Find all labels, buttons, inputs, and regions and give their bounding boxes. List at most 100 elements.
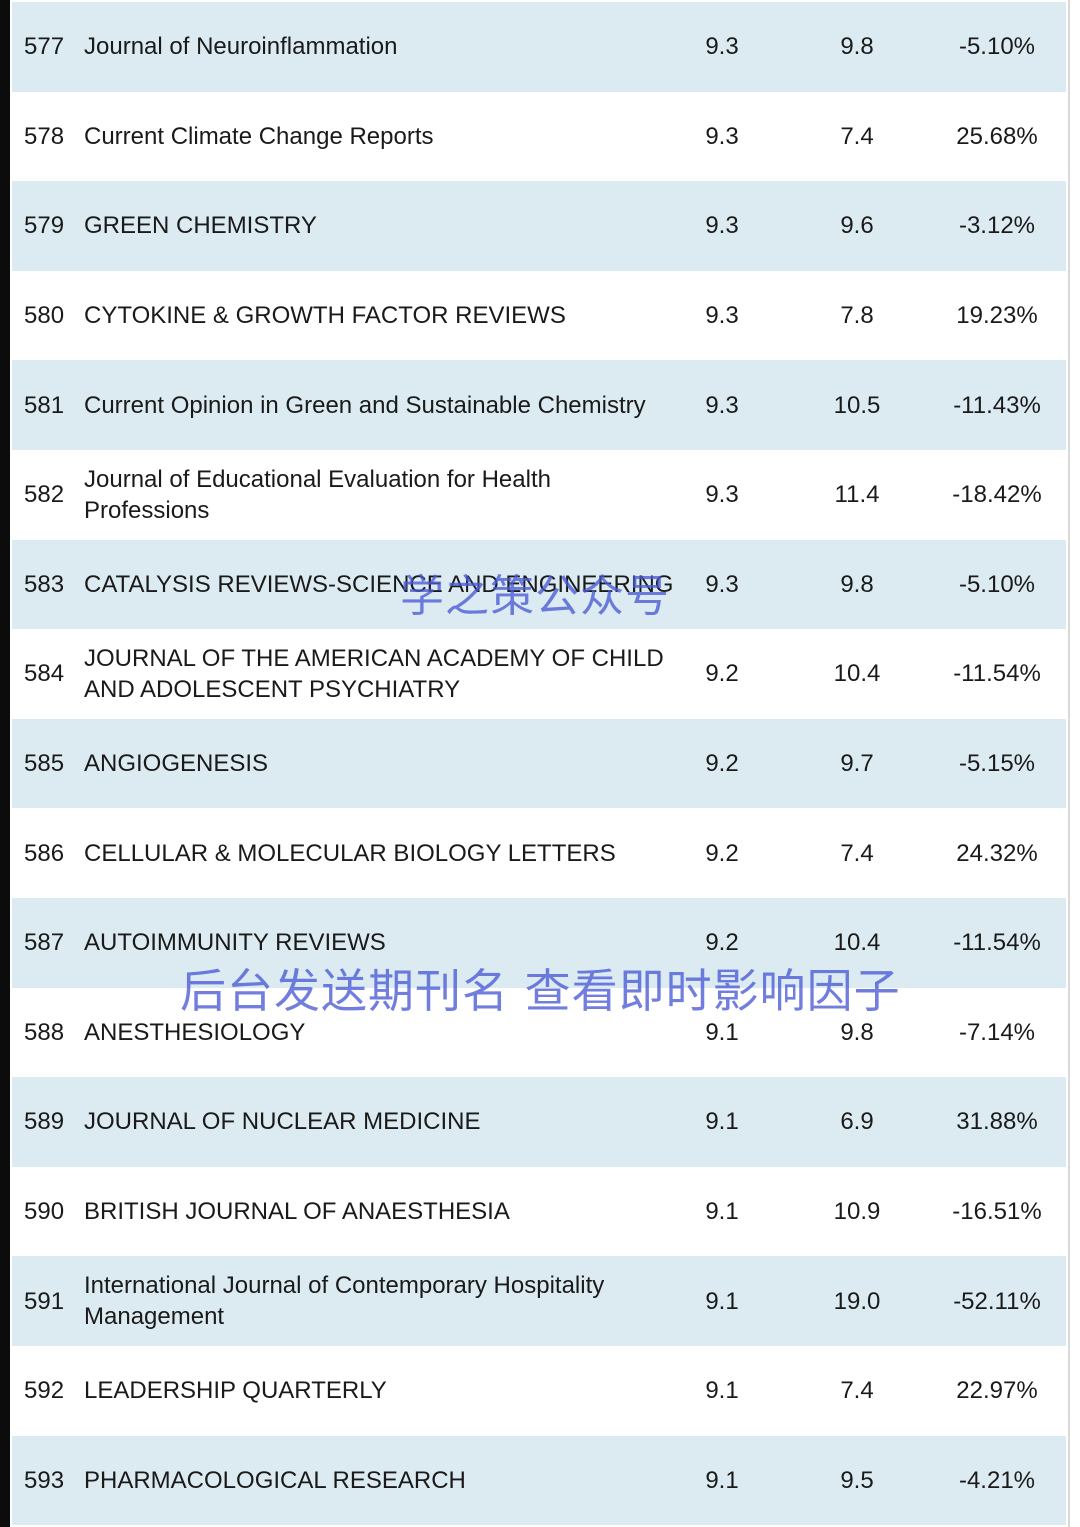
rank-cell: 592 [24, 1377, 65, 1405]
left-border [0, 0, 10, 1527]
value1-cell: 9.3 [705, 122, 739, 150]
journal-name-cell: CELLULAR & MOLECULAR BIOLOGY LETTERS [84, 839, 616, 867]
table-row: 589 JOURNAL OF NUCLEAR MEDICINE 9.1 6.9 … [12, 1077, 1066, 1167]
change-cell: -5.10% [958, 33, 1036, 61]
value2-cell: 9.8 [840, 570, 874, 598]
change-cell: -4.21% [958, 1466, 1036, 1494]
rank-cell: 581 [24, 391, 65, 419]
change-cell: -11.54% [953, 929, 1041, 957]
journal-name-cell: JOURNAL OF NUCLEAR MEDICINE [84, 1108, 481, 1136]
value2-cell: 19.0 [833, 1287, 881, 1315]
rank-cell: 588 [24, 1018, 65, 1046]
table-row: 587 AUTOIMMUNITY REVIEWS 9.2 10.4 -11.54… [12, 897, 1066, 988]
value1-cell: 9.3 [705, 302, 739, 330]
value2-cell: 7.4 [840, 1377, 874, 1405]
change-cell: 22.97% [956, 1377, 1038, 1405]
table-row: 579 GREEN CHEMISTRY 9.3 9.6 -3.12% [12, 181, 1066, 271]
value2-cell: 7.8 [840, 302, 874, 330]
value2-cell: 7.4 [840, 122, 874, 150]
journal-name-cell: International Journal of Contemporary Ho… [84, 1272, 605, 1331]
table-row: 586 CELLULAR & MOLECULAR BIOLOGY LETTERS… [12, 808, 1066, 898]
journal-name-cell: PHARMACOLOGICAL RESEARCH [84, 1466, 466, 1494]
value1-cell: 9.2 [705, 929, 739, 957]
table-row: 591 International Journal of Contemporar… [12, 1256, 1066, 1346]
value1-cell: 9.3 [705, 391, 739, 419]
change-cell: -11.43% [953, 391, 1041, 419]
value2-cell: 7.4 [840, 839, 874, 867]
rank-cell: 579 [24, 212, 65, 240]
value1-cell: 9.3 [705, 570, 739, 598]
table-row: 585 ANGIOGENESIS 9.2 9.7 -5.15% [12, 718, 1066, 809]
change-cell: -18.42% [952, 481, 1042, 509]
change-cell: -5.10% [958, 570, 1036, 598]
change-cell: -5.15% [958, 750, 1036, 778]
rank-cell: 580 [24, 302, 65, 330]
value2-cell: 11.4 [834, 481, 880, 509]
change-cell: -7.14% [958, 1018, 1036, 1046]
change-cell: 19.23% [956, 302, 1038, 330]
journal-name-cell: ANESTHESIOLOGY [84, 1018, 306, 1046]
change-cell: 24.32% [956, 839, 1038, 867]
change-cell: -3.12% [958, 212, 1036, 240]
value2-cell: 6.9 [840, 1108, 874, 1136]
rank-cell: 590 [24, 1198, 65, 1226]
journal-table: 577 Journal of Neuroinflammation 9.3 9.8… [12, 2, 1066, 1526]
rank-cell: 577 [24, 33, 65, 61]
value2-cell: 9.8 [840, 1018, 874, 1046]
right-border [1068, 0, 1080, 1527]
change-cell: 25.68% [956, 122, 1038, 150]
change-cell: -52.11% [953, 1287, 1041, 1315]
change-cell: 31.88% [956, 1108, 1038, 1136]
value1-cell: 9.3 [705, 481, 739, 509]
value1-cell: 9.3 [705, 212, 739, 240]
value2-cell: 10.9 [833, 1198, 881, 1226]
journal-name-cell: GREEN CHEMISTRY [84, 212, 317, 240]
rank-cell: 586 [24, 839, 65, 867]
table-row: 577 Journal of Neuroinflammation 9.3 9.8… [12, 2, 1066, 92]
value2-cell: 9.5 [840, 1466, 874, 1494]
value1-cell: 9.2 [705, 750, 739, 778]
journal-name-cell: Current Opinion in Green and Sustainable… [84, 391, 646, 419]
table-row: 578 Current Climate Change Reports 9.3 7… [12, 91, 1066, 182]
table-row: 581 Current Opinion in Green and Sustain… [12, 360, 1066, 450]
rank-cell: 582 [24, 481, 65, 509]
table-row: 588 ANESTHESIOLOGY 9.1 9.8 -7.14% [12, 987, 1066, 1078]
table-row: 590 BRITISH JOURNAL OF ANAESTHESIA 9.1 1… [12, 1166, 1066, 1257]
journal-name-cell: CATALYSIS REVIEWS-SCIENCE AND ENGINEERIN… [84, 570, 674, 598]
rank-cell: 583 [24, 570, 65, 598]
value2-cell: 10.4 [833, 660, 881, 688]
journal-name-cell: CYTOKINE & GROWTH FACTOR REVIEWS [84, 302, 566, 330]
change-cell: -16.51% [952, 1198, 1042, 1226]
value2-cell: 9.6 [840, 212, 874, 240]
rank-cell: 593 [24, 1466, 65, 1494]
value1-cell: 9.1 [705, 1198, 739, 1226]
rank-cell: 589 [24, 1108, 65, 1136]
rank-cell: 591 [24, 1287, 65, 1315]
journal-name-cell: AUTOIMMUNITY REVIEWS [84, 929, 386, 957]
table-row: 584 JOURNAL OF THE AMERICAN ACADEMY OF C… [12, 629, 1066, 719]
table-row: 580 CYTOKINE & GROWTH FACTOR REVIEWS 9.3… [12, 270, 1066, 361]
value1-cell: 9.1 [705, 1377, 739, 1405]
value2-cell: 10.5 [833, 391, 881, 419]
value1-cell: 9.2 [705, 660, 739, 688]
journal-name-cell: ANGIOGENESIS [84, 750, 269, 778]
table-row: 582 Journal of Educational Evaluation fo… [12, 449, 1066, 540]
table-row: 583 CATALYSIS REVIEWS-SCIENCE AND ENGINE… [12, 539, 1066, 630]
rank-cell: 584 [24, 660, 65, 688]
value1-cell: 9.1 [705, 1287, 739, 1315]
journal-name-cell: JOURNAL OF THE AMERICAN ACADEMY OF CHILD… [84, 644, 664, 703]
journal-name-cell: Current Climate Change Reports [84, 122, 434, 150]
value2-cell: 9.8 [840, 33, 874, 61]
journal-name-cell: BRITISH JOURNAL OF ANAESTHESIA [84, 1198, 510, 1226]
rank-cell: 578 [24, 122, 65, 150]
journal-name-cell: LEADERSHIP QUARTERLY [84, 1377, 387, 1405]
rank-cell: 585 [24, 750, 65, 778]
value1-cell: 9.1 [705, 1466, 739, 1494]
rank-cell: 587 [24, 929, 65, 957]
value2-cell: 9.7 [840, 750, 874, 778]
table-row: 593 PHARMACOLOGICAL RESEARCH 9.1 9.5 -4.… [12, 1435, 1066, 1526]
journal-name-cell: Journal of Neuroinflammation [84, 33, 398, 61]
change-cell: -11.54% [953, 660, 1041, 688]
value1-cell: 9.1 [705, 1108, 739, 1136]
